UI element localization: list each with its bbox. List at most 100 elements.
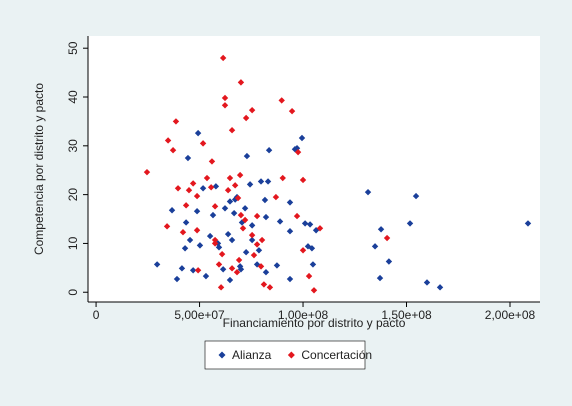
point [221, 94, 229, 102]
point [309, 261, 317, 268]
point [286, 199, 294, 206]
point [239, 225, 247, 232]
point [237, 266, 245, 273]
point [218, 250, 226, 258]
point [224, 187, 232, 194]
point [143, 168, 151, 176]
point [230, 209, 238, 217]
point [298, 134, 306, 142]
legend-marker [218, 351, 226, 359]
point [209, 211, 217, 219]
point [174, 185, 182, 192]
y-tick-label: 20 [66, 188, 80, 202]
point [248, 236, 256, 244]
point [305, 272, 313, 280]
point [248, 231, 256, 239]
point [194, 129, 202, 137]
point [163, 223, 171, 230]
point [258, 236, 266, 244]
legend [204, 340, 366, 370]
point [234, 194, 242, 202]
y-tick-label: 10 [66, 236, 80, 250]
point [221, 205, 229, 212]
point [262, 269, 270, 276]
point [261, 196, 269, 204]
point [168, 207, 176, 214]
point [242, 114, 250, 122]
point [248, 222, 256, 229]
point [306, 221, 314, 228]
point [276, 218, 284, 225]
point [299, 247, 307, 254]
point [376, 274, 384, 282]
point [235, 256, 243, 264]
point [241, 216, 249, 224]
legend-label: Concertación [301, 348, 372, 362]
plot-area [88, 36, 540, 302]
point [264, 178, 272, 185]
point [266, 284, 274, 291]
point [224, 230, 232, 238]
x-tick-label: 0 [93, 308, 100, 322]
point [423, 279, 431, 286]
point [211, 236, 219, 244]
point [316, 225, 324, 232]
y-tick-label: 40 [66, 90, 80, 104]
point [221, 102, 229, 109]
point [294, 148, 302, 156]
point [181, 245, 189, 252]
point [153, 261, 161, 268]
point [279, 174, 286, 182]
point [182, 202, 190, 209]
point [228, 126, 236, 134]
point [524, 220, 532, 227]
x-tick-label: 2,00e+08 [485, 308, 536, 322]
point [260, 281, 268, 288]
x-tick-label: 1,50e+08 [381, 308, 432, 322]
point [169, 147, 177, 154]
x-axis-title: Financiamiento por distrito y pacto [223, 316, 406, 330]
point [215, 244, 223, 251]
point [211, 203, 219, 210]
point [236, 263, 244, 270]
point [189, 180, 197, 187]
point [228, 236, 236, 244]
point [255, 247, 263, 254]
y-tick-label: 0 [66, 289, 80, 296]
point [206, 232, 214, 240]
point [248, 106, 256, 114]
point [241, 205, 249, 212]
point [199, 185, 207, 192]
point [377, 226, 385, 233]
point [226, 276, 234, 284]
point [217, 284, 225, 291]
point [293, 212, 301, 220]
point [253, 212, 261, 220]
point [436, 284, 444, 291]
point [262, 213, 270, 221]
point [243, 152, 251, 160]
point [233, 269, 241, 276]
point [265, 147, 273, 154]
point [257, 263, 265, 270]
point [371, 243, 379, 250]
y-axis-title: Competencia por distrito y pacto [32, 83, 46, 255]
point [308, 245, 316, 252]
point [196, 242, 204, 249]
point [184, 154, 192, 162]
point [385, 258, 393, 265]
point [199, 140, 207, 147]
point [164, 137, 172, 144]
point [246, 181, 254, 188]
legend-label: Alianza [232, 348, 272, 362]
point [186, 236, 194, 244]
point [219, 54, 227, 62]
point [207, 184, 215, 191]
x-tick-label: 5,00e+07 [174, 308, 225, 322]
point [257, 178, 265, 185]
point [301, 220, 309, 227]
legend-marker [287, 351, 295, 359]
point [364, 188, 372, 196]
point [194, 267, 202, 274]
point [253, 241, 261, 248]
